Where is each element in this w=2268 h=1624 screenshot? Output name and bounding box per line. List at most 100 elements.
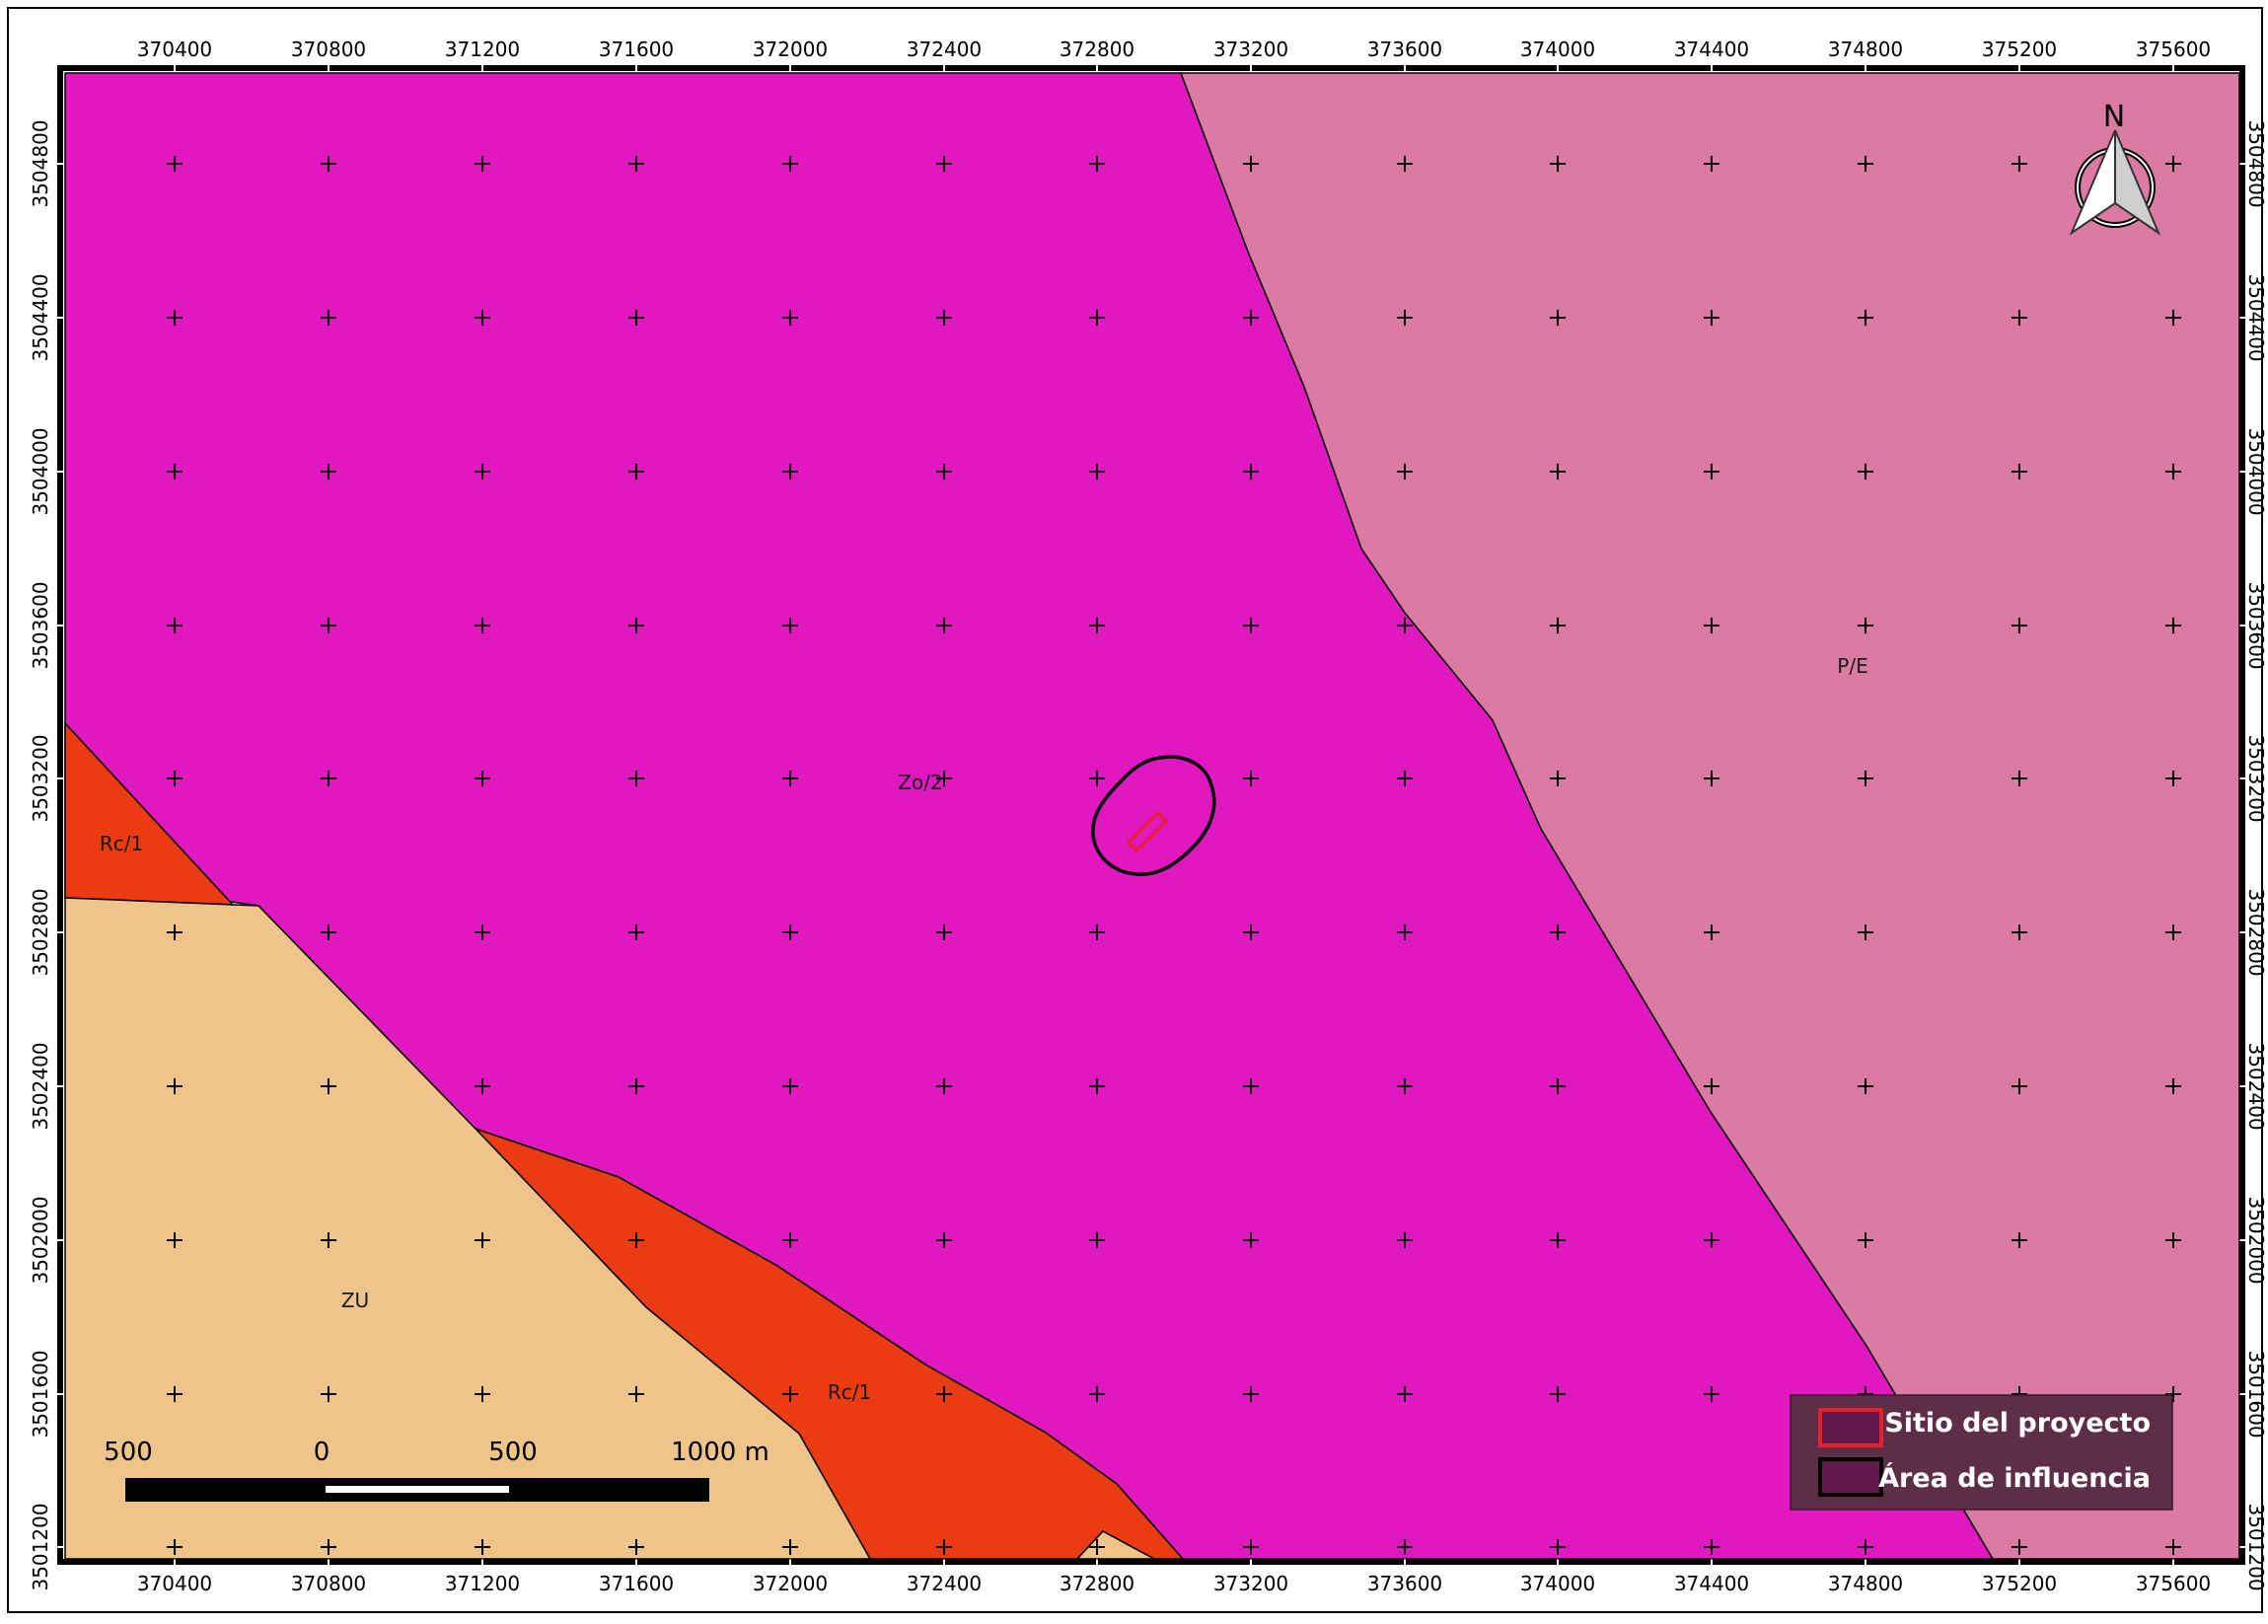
frame-tick — [57, 163, 63, 165]
grid-label-y-right: 3502400 — [2244, 1042, 2268, 1130]
frame-tick — [789, 65, 791, 71]
frame-tick — [789, 1559, 791, 1565]
north-arrow-label: N — [2103, 100, 2125, 134]
grid-cross — [2012, 1232, 2027, 1248]
grid-cross — [628, 618, 644, 633]
grid-label-y-left: 3502000 — [29, 1196, 52, 1284]
grid-cross — [1858, 771, 1873, 786]
grid-cross — [1243, 1232, 1259, 1248]
grid-cross — [321, 1232, 336, 1248]
frame-tick — [2239, 317, 2245, 319]
grid-cross — [782, 1078, 798, 1094]
grid-cross — [936, 1386, 952, 1402]
project-site-outline[interactable] — [1126, 810, 1169, 853]
grid-label-y-right: 3504400 — [2244, 273, 2268, 361]
grid-cross — [1704, 464, 1719, 480]
grid-cross — [321, 310, 336, 326]
grid-cross — [2165, 1232, 2181, 1248]
grid-cross — [1858, 1078, 1873, 1094]
frame-tick — [57, 777, 63, 779]
grid-cross — [475, 464, 490, 480]
grid-label-y-right: 3504800 — [2244, 119, 2268, 207]
grid-cross — [167, 924, 183, 940]
grid-label-y-left: 3502400 — [29, 1042, 52, 1130]
frame-tick — [2239, 471, 2245, 473]
grid-cross — [2165, 1386, 2181, 1402]
frame-tick — [1557, 65, 1559, 71]
grid-cross — [628, 1386, 644, 1402]
grid-label-x-bottom: 373200 — [1213, 1572, 1288, 1595]
grid-cross — [1397, 1386, 1413, 1402]
grid-label-x-bottom: 370800 — [291, 1572, 366, 1595]
north-arrow-icon: N — [2069, 100, 2161, 236]
frame-tick — [635, 65, 637, 71]
grid-cross — [2012, 310, 2027, 326]
grid-cross — [1550, 1539, 1566, 1555]
grid-cross — [321, 464, 336, 480]
frame-tick — [2239, 931, 2245, 933]
zone-label-zu: ZU — [341, 1289, 369, 1312]
grid-cross — [936, 618, 952, 633]
grid-cross — [1550, 1232, 1566, 1248]
grid-cross — [1858, 156, 1873, 172]
map-neatline — [57, 65, 2245, 1565]
grid-cross — [167, 464, 183, 480]
grid-label-y-right: 3502800 — [2244, 888, 2268, 976]
grid-cross — [1397, 464, 1413, 480]
grid-label-x-top: 371200 — [445, 37, 520, 61]
grid-cross — [167, 618, 183, 633]
frame-tick — [2239, 777, 2245, 779]
grid-cross — [782, 1232, 798, 1248]
frame-tick — [2239, 1239, 2245, 1241]
grid-cross — [321, 924, 336, 940]
grid-label-x-bottom: 372800 — [1060, 1572, 1134, 1595]
grid-cross — [782, 924, 798, 940]
grid-cross — [2012, 464, 2027, 480]
grid-label-y-right: 3504000 — [2244, 427, 2268, 515]
grid-cross — [782, 771, 798, 786]
grid-cross — [167, 771, 183, 786]
scale-label-500: 500 — [488, 1438, 538, 1467]
frame-tick — [57, 1085, 63, 1087]
zone-label-rc1-west: Rc/1 — [100, 832, 143, 855]
grid-labels-top: 370400 370800 371200 371600 372000 372400 3728… — [137, 37, 2211, 61]
grid-cross — [1858, 924, 1873, 940]
influence-area-outline[interactable] — [1091, 755, 1216, 876]
scale-label-0: 0 — [314, 1438, 330, 1467]
grid-cross — [1089, 464, 1105, 480]
grid-cross — [167, 1386, 183, 1402]
frame-tick — [1250, 65, 1252, 71]
grid-cross — [321, 156, 336, 172]
grid-labels-bottom: 370400 370800 371200 371600 372000 372400 3728… — [137, 1572, 2211, 1595]
grid-label-x-top: 371600 — [599, 37, 674, 61]
grid-label-x-top: 370800 — [291, 37, 366, 61]
zone-label-rc1-south: Rc/1 — [828, 1380, 871, 1404]
frame-tick — [481, 65, 483, 71]
grid-cross — [2165, 618, 2181, 633]
grid-cross — [1704, 618, 1719, 633]
grid-label-x-bottom: 371600 — [599, 1572, 674, 1595]
grid-cross — [1858, 1539, 1873, 1555]
grid-cross — [2165, 924, 2181, 940]
frame-tick — [174, 1559, 176, 1565]
grid-label-x-bottom: 371200 — [445, 1572, 520, 1595]
frame-tick — [481, 1559, 483, 1565]
grid-label-x-bottom: 375200 — [1982, 1572, 2057, 1595]
grid-cross — [2165, 310, 2181, 326]
grid-label-x-top: 374000 — [1520, 37, 1595, 61]
grid-cross — [1704, 924, 1719, 940]
grid-cross — [1089, 156, 1105, 172]
grid-cross — [1089, 1539, 1105, 1555]
legend-swatch-influence-area — [1818, 1457, 1883, 1497]
grid-cross — [1243, 618, 1259, 633]
grid-label-x-top: 375600 — [2136, 37, 2211, 61]
grid-cross — [167, 1078, 183, 1094]
grid-label-x-top: 370400 — [137, 37, 212, 61]
grid-cross — [936, 464, 952, 480]
grid-cross — [1089, 618, 1105, 633]
grid-cross — [1704, 1386, 1719, 1402]
frame-tick — [57, 1239, 63, 1241]
grid-cross — [1858, 618, 1873, 633]
